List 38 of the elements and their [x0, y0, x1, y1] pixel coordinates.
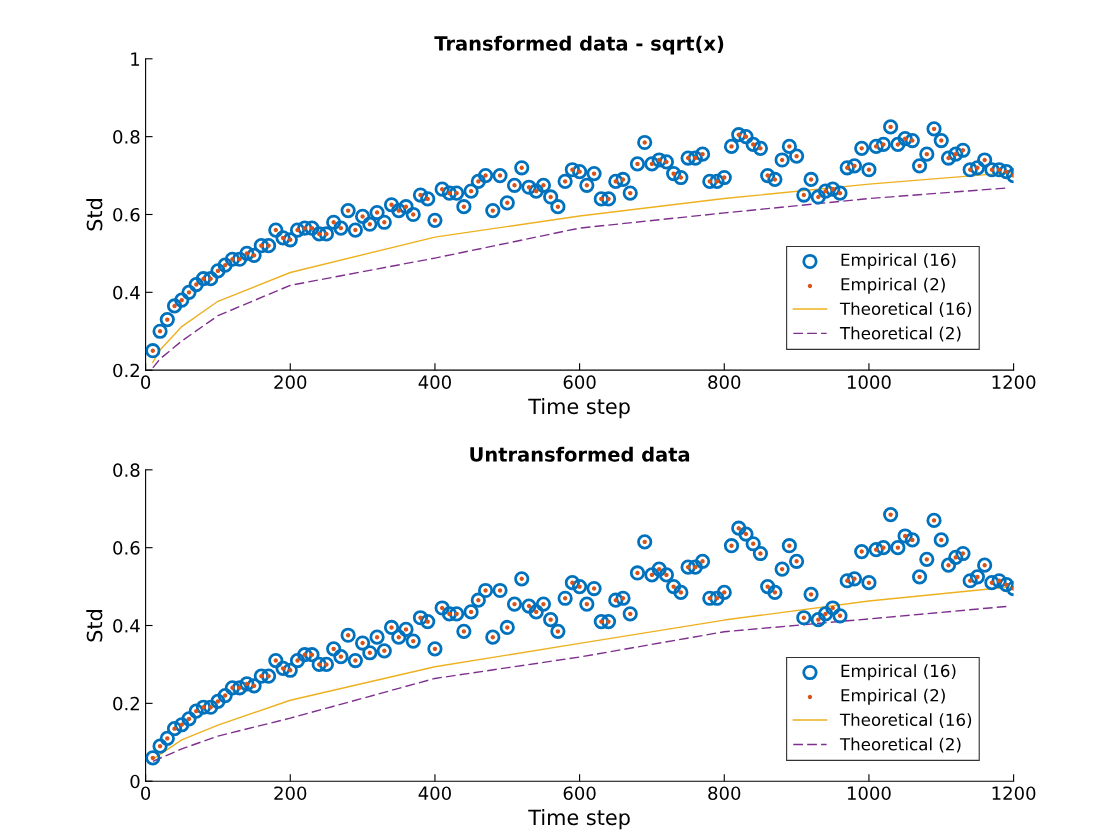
legend-label: Theoretical (2)	[839, 737, 961, 753]
x-tick-label: 200	[274, 786, 307, 801]
y-tick-label: 0.8	[113, 130, 140, 144]
x-axis-title: Time step	[528, 809, 630, 830]
legend-label: Theoretical (16)	[839, 713, 972, 729]
x-tick-label: 800	[708, 786, 741, 801]
x-tick-label: 1000	[847, 375, 891, 390]
x-tick-label: 400	[418, 786, 451, 801]
x-tick-label: 0	[141, 786, 151, 801]
chart-title: Untransformed data	[470, 446, 690, 462]
legend-label: Theoretical (2)	[839, 326, 961, 342]
x-tick-label: 1000	[847, 786, 891, 801]
legend-label: Empirical (2)	[841, 277, 945, 294]
y-tick-label: 0.6	[113, 541, 140, 555]
legend-label: Empirical (16)	[841, 253, 956, 270]
x-tick-label: 600	[563, 375, 596, 390]
y-tick-label: 0.6	[113, 207, 140, 222]
x-tick-label: 0	[141, 375, 151, 390]
x-tick-label: 1200	[992, 375, 1036, 390]
y-tick-label: 0.4	[113, 285, 140, 300]
x-tick-label: 1200	[992, 786, 1036, 801]
y-axis-title: Std	[86, 199, 103, 231]
legend-label: Empirical (16)	[841, 664, 956, 681]
x-tick-label: 400	[418, 375, 451, 390]
y-tick-label: 0.4	[113, 618, 140, 633]
chart-title: Transformed data - sqrt(x)	[434, 35, 724, 55]
y-axis-title: Std	[86, 610, 103, 642]
y-tick-label: 0	[130, 774, 140, 789]
x-axis-title: Time step	[528, 398, 630, 419]
x-tick-label: 200	[274, 375, 307, 390]
x-tick-label: 800	[708, 375, 741, 390]
legend-label: Theoretical (16)	[839, 302, 972, 317]
x-tick-label: 600	[563, 786, 596, 801]
y-tick-label: 1	[131, 52, 140, 66]
legend-label: Empirical (2)	[841, 688, 945, 705]
y-tick-label: 0.2	[113, 696, 139, 711]
y-tick-label: 0.2	[113, 363, 139, 378]
y-tick-label: 0.8	[113, 463, 140, 477]
